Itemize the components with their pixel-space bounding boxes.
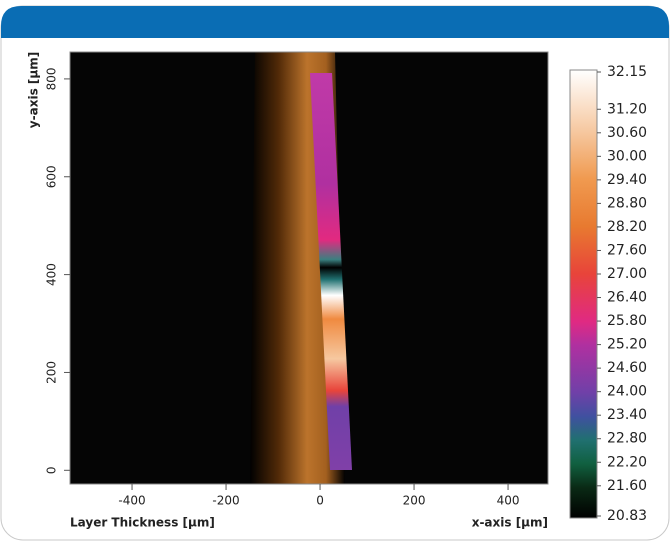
y-tick-label: 400: [45, 263, 59, 286]
x-tick-label: -200: [212, 494, 239, 508]
colorbar-tick-label: 30.00: [607, 148, 647, 164]
colorbar-tick-label: 21.60: [607, 478, 647, 494]
y-axis-label: y-axis [µm]: [27, 52, 41, 128]
colorbar-tick-label: 24.00: [607, 384, 647, 400]
x-tick-label: 0: [316, 494, 324, 508]
colorbar-tick-label: 31.20: [607, 101, 647, 117]
x-tick-label: 400: [497, 494, 520, 508]
colorbar-tick-label: 27.00: [607, 266, 647, 282]
colorbar-tick-label: 28.20: [607, 219, 647, 235]
colorbar-tick-label: 22.20: [607, 454, 647, 470]
colorbar-tick-label: 27.60: [607, 242, 647, 258]
x-tick-label: -400: [118, 494, 145, 508]
footer-label: Layer Thickness [µm]: [70, 516, 215, 530]
colorbar-tick-label: 25.20: [607, 337, 647, 353]
colorbar-tick-label: 30.60: [607, 125, 647, 141]
colorbar-tick-label: 25.80: [607, 313, 647, 329]
app-window: Layer Thickness [µm] x-axis [µm] y-axis …: [0, 0, 670, 542]
colorbar-tick-label: 24.60: [607, 360, 647, 376]
header-bar: [1, 6, 669, 38]
colorbar-tick-label: 29.40: [607, 172, 647, 188]
colorbar-tick-label: 28.80: [607, 195, 647, 211]
colorbar: [570, 70, 597, 518]
colorbar-tick-label: 26.40: [607, 290, 647, 306]
y-tick-label: 200: [45, 361, 59, 384]
colorbar-tick-label: 22.80: [607, 431, 647, 447]
y-tick-label: 0: [45, 466, 59, 474]
colorbar-tick-label: 32.15: [607, 64, 647, 80]
x-axis-label: x-axis [µm]: [472, 516, 548, 530]
colorbar-tick-label: 20.83: [607, 508, 647, 524]
x-tick-label: 200: [403, 494, 426, 508]
y-tick-label: 800: [45, 67, 59, 90]
y-tick-label: 600: [45, 165, 59, 188]
colorbar-tick-label: 23.40: [607, 407, 647, 423]
